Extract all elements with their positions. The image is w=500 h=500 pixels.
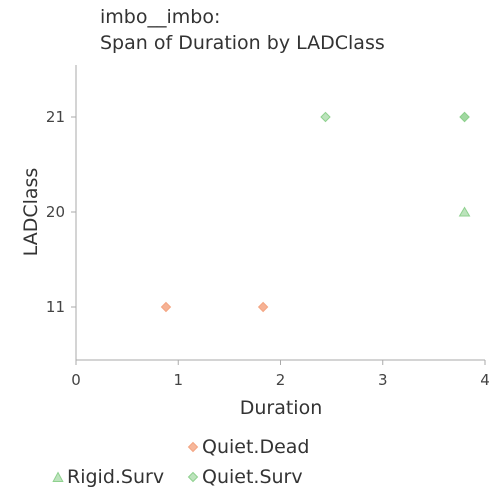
y-axis-label: LADClass: [20, 168, 42, 257]
legend-label: Quiet.Dead: [202, 436, 310, 458]
legend-label: Rigid.Surv: [67, 466, 165, 488]
y-tick-label: 11: [46, 298, 65, 316]
data-point: [459, 111, 470, 123]
x-tick-label: 4: [480, 371, 490, 389]
legend-item-rigid-surv: Rigid.Surv: [52, 466, 164, 488]
legend-item-quiet-dead: Quiet.Dead: [187, 436, 309, 458]
x-tick-label: 0: [71, 371, 81, 389]
legend-item-quiet-surv: Quiet.Surv: [187, 466, 303, 488]
chart-title-line-1: imbo__imbo:: [100, 6, 221, 28]
diamond-icon: [187, 471, 199, 483]
data-point: [320, 111, 331, 123]
data-point: [257, 301, 269, 313]
x-tick-label: 2: [276, 371, 286, 389]
axes: 0 1 2 3 4 11 20 21: [46, 65, 490, 389]
data-point: [160, 301, 172, 313]
x-axis-label: Duration: [240, 397, 323, 419]
triangle-icon: [52, 471, 64, 482]
x-tick-label: 1: [173, 371, 183, 389]
legend-label: Quiet.Surv: [202, 466, 303, 488]
data-marks: [160, 111, 471, 313]
data-point: [458, 206, 471, 217]
y-tick-label: 20: [46, 203, 65, 221]
y-tick-label: 21: [46, 108, 65, 126]
x-tick-label: 3: [378, 371, 388, 389]
chart-title-line-2: Span of Duration by LADClass: [100, 32, 385, 54]
diamond-icon: [187, 441, 199, 453]
